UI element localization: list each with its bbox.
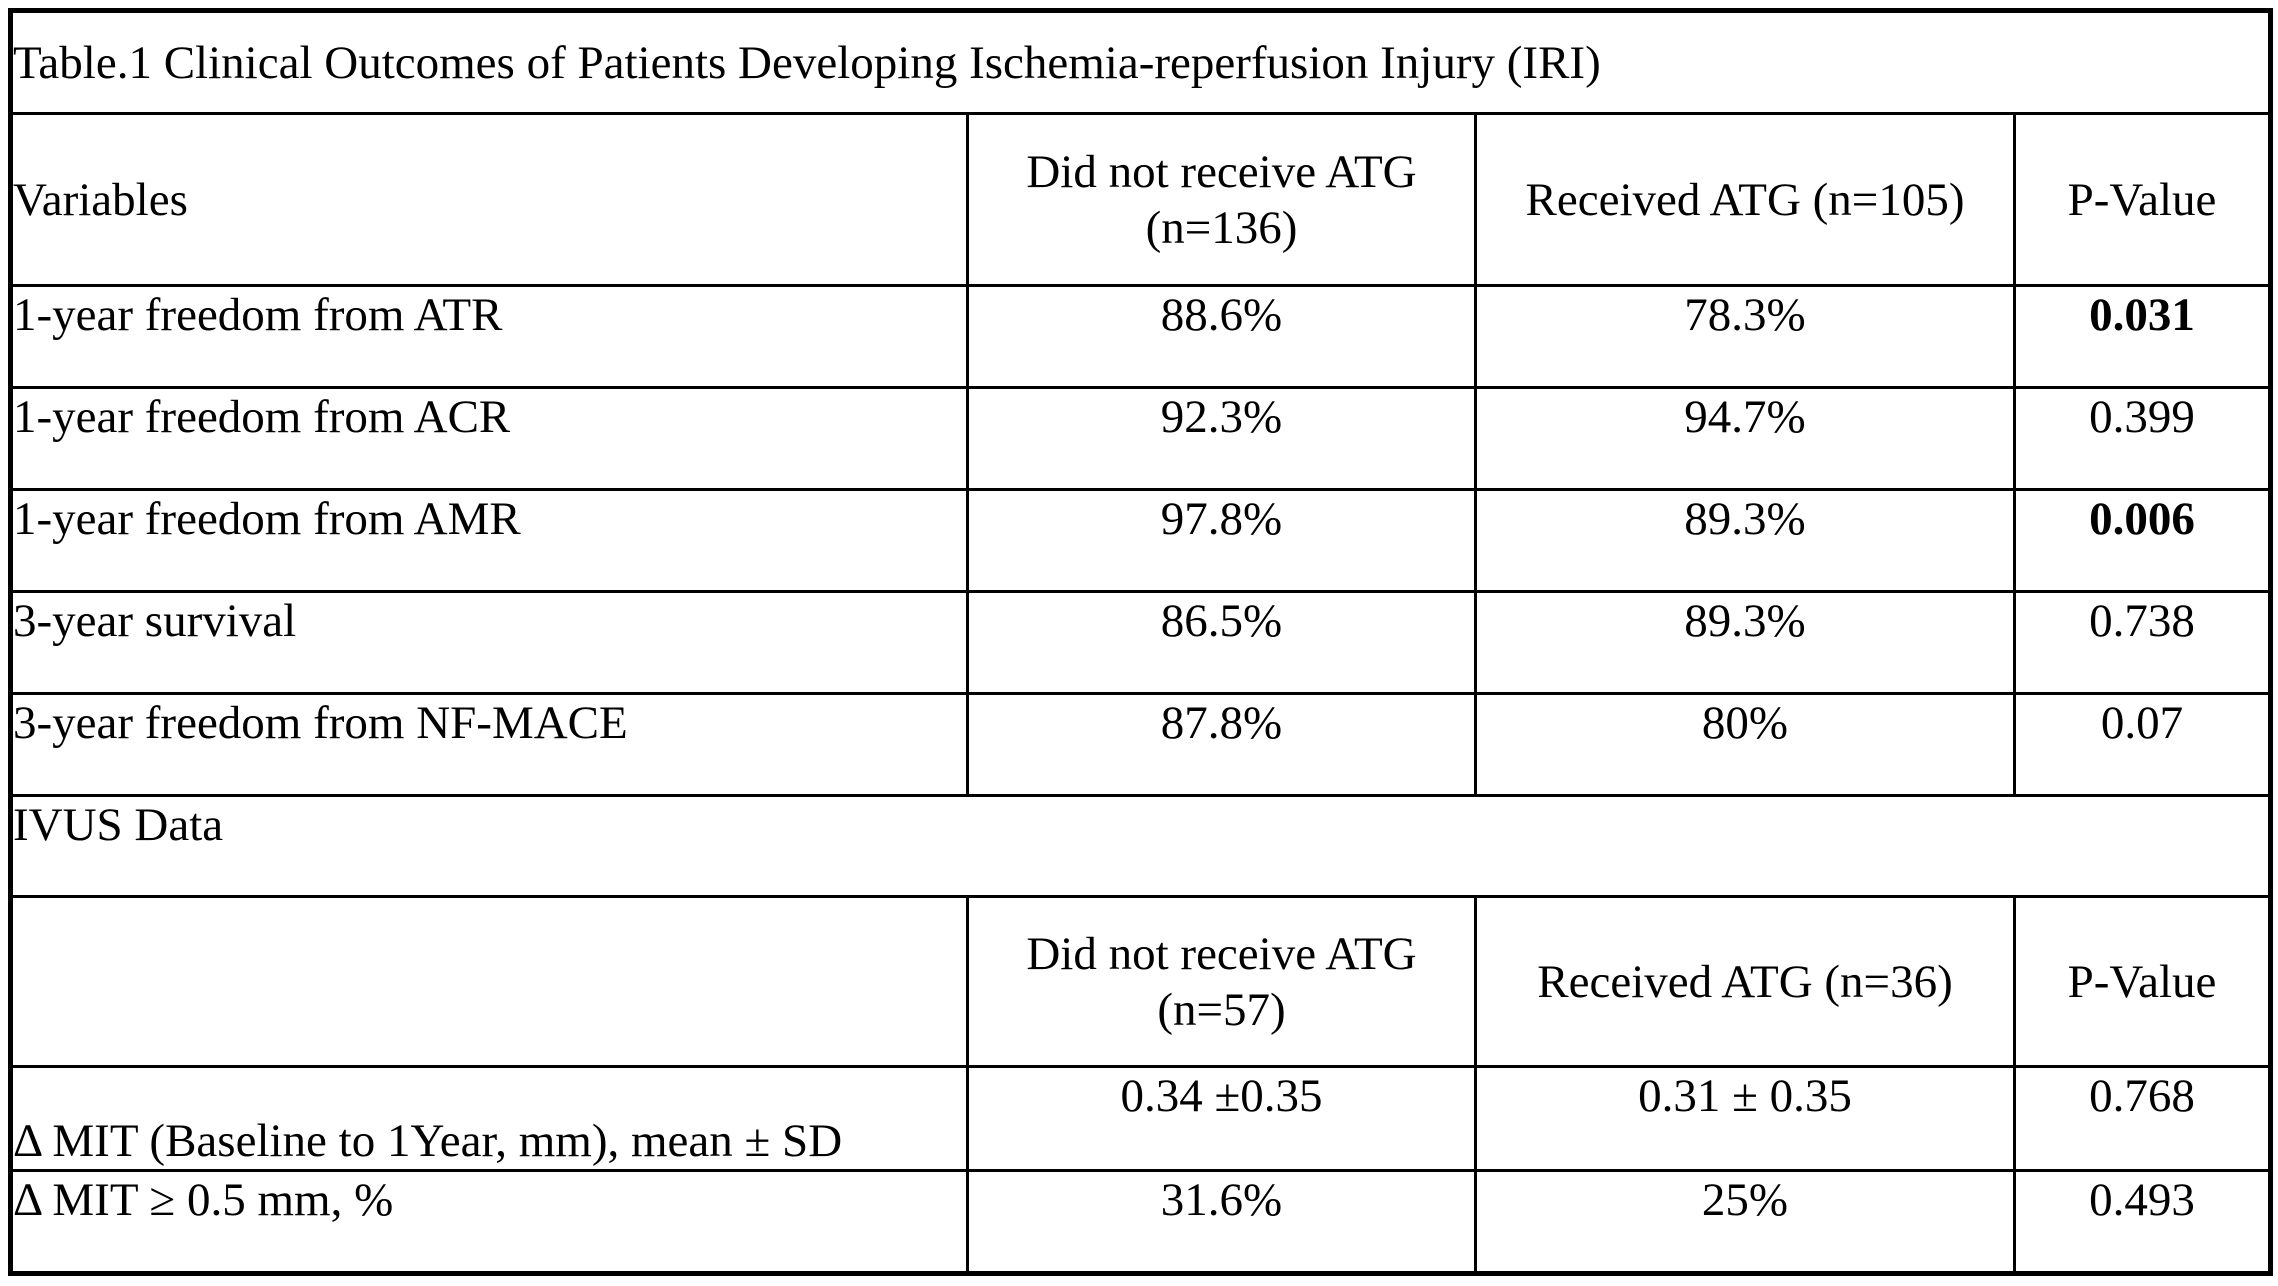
p-value-cell: 0.768 — [2012, 1065, 2273, 1172]
atg-value: 78.3% — [1474, 284, 2016, 389]
p-value-cell: 0.07 — [2012, 692, 2273, 797]
ivus-section-label: IVUS Data — [8, 794, 2273, 898]
atg-value: 80% — [1474, 692, 2016, 797]
p-value-cell: 0.738 — [2012, 590, 2273, 695]
no-atg-value: 97.8% — [966, 488, 1477, 593]
table-row-delta-mit-mean: Δ MIT (Baseline to 1Year, mm), mean ± SD… — [9, 1065, 2273, 1172]
header-no-atg-136: Did not receive ATG (n=136) — [966, 112, 1477, 287]
atg-value: 94.7% — [1474, 386, 2016, 491]
table-row-nf-mace: 3-year freedom from NF-MACE 87.8% 80% 0.… — [9, 692, 2273, 797]
header-p-value: P-Value — [2012, 112, 2273, 287]
row-label: 1-year freedom from ACR — [9, 386, 969, 491]
row-label: 3-year freedom from NF-MACE — [9, 692, 969, 797]
row-label: 3-year survival — [9, 590, 969, 695]
table-title-row: Table.1 Clinical Outcomes of Patients De… — [8, 9, 2273, 115]
table-row-atr: 1-year freedom from ATR 88.6% 78.3% 0.03… — [9, 284, 2273, 389]
table-row-delta-mit-threshold: Δ MIT ≥ 0.5 mm, % 31.6% 25% 0.493 — [9, 1169, 2273, 1275]
table-row-acr: 1-year freedom from ACR 92.3% 94.7% 0.39… — [9, 386, 2273, 491]
ivus-section-row: IVUS Data — [8, 794, 2273, 898]
header-empty-cell — [9, 895, 969, 1068]
row-label: 1-year freedom from AMR — [9, 488, 969, 593]
atg-value: 89.3% — [1474, 488, 2016, 593]
atg-value: 89.3% — [1474, 590, 2016, 695]
atg-value: 0.31 ± 0.35 — [1474, 1065, 2016, 1172]
header-row-ivus: Did not receive ATG (n=57) Received ATG … — [9, 895, 2273, 1068]
atg-value: 25% — [1474, 1169, 2016, 1275]
no-atg-value: 31.6% — [966, 1169, 1477, 1275]
table-row-amr: 1-year freedom from AMR 97.8% 89.3% 0.00… — [9, 488, 2273, 593]
header-variables: Variables — [9, 112, 969, 287]
no-atg-value: 86.5% — [966, 590, 1477, 695]
header-atg-105: Received ATG (n=105) — [1474, 112, 2016, 287]
no-atg-value: 87.8% — [966, 692, 1477, 797]
p-value-cell: 0.031 — [2012, 284, 2273, 389]
p-value-cell: 0.493 — [2012, 1169, 2273, 1275]
p-value-cell: 0.399 — [2012, 386, 2273, 491]
header-p-value-2: P-Value — [2012, 895, 2273, 1068]
table-title: Table.1 Clinical Outcomes of Patients De… — [8, 9, 2273, 115]
no-atg-value: 92.3% — [966, 386, 1477, 491]
row-label: 1-year freedom from ATR — [9, 284, 969, 389]
table-row-survival: 3-year survival 86.5% 89.3% 0.738 — [9, 590, 2273, 695]
header-atg-36: Received ATG (n=36) — [1474, 895, 2016, 1068]
header-no-atg-57: Did not receive ATG (n=57) — [966, 895, 1477, 1068]
clinical-outcomes-table: Table.1 Clinical Outcomes of Patients De… — [8, 8, 2274, 1276]
row-label: Δ MIT ≥ 0.5 mm, % — [9, 1169, 969, 1275]
p-value-cell: 0.006 — [2012, 488, 2273, 593]
header-row-clinical: Variables Did not receive ATG (n=136) Re… — [9, 112, 2273, 287]
no-atg-value: 88.6% — [966, 284, 1477, 389]
no-atg-value: 0.34 ±0.35 — [966, 1065, 1477, 1172]
row-label: Δ MIT (Baseline to 1Year, mm), mean ± SD — [9, 1065, 969, 1172]
